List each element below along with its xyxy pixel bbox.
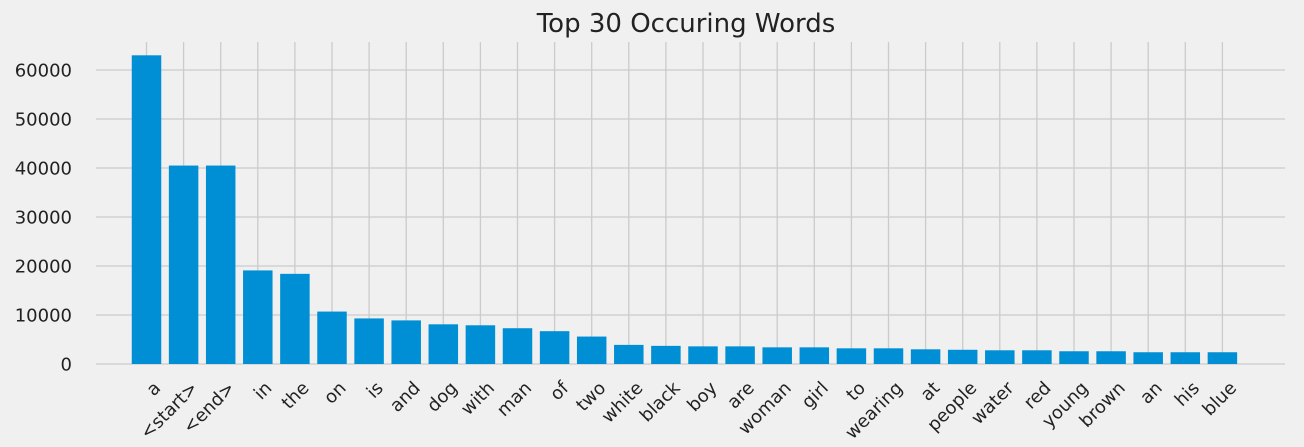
x-tick-label: the <box>278 378 314 414</box>
bar-24 <box>1022 350 1052 364</box>
bar-27 <box>1133 352 1163 364</box>
bar-25 <box>1059 351 1089 364</box>
bar-17 <box>762 347 792 364</box>
x-tick-label: of <box>546 377 574 405</box>
bar-20 <box>873 348 904 364</box>
y-tick-label: 50000 <box>15 110 72 131</box>
bar-9 <box>465 325 496 364</box>
bar-8 <box>428 324 459 364</box>
y-tick-label: 40000 <box>15 159 72 180</box>
bar-2 <box>205 165 236 364</box>
y-axis-ticks: 0 10000 20000 30000 40000 50000 60000 <box>15 61 72 376</box>
x-tick-label: blue <box>1199 378 1241 420</box>
bar-18 <box>799 347 830 364</box>
bar-4 <box>280 273 310 364</box>
x-tick-label: white <box>598 378 648 428</box>
x-tick-label: man <box>493 378 536 421</box>
x-tick-label: to <box>842 378 870 406</box>
bar-23 <box>985 350 1015 364</box>
x-tick-label: with <box>457 378 499 420</box>
x-tick-label: girl <box>798 378 833 413</box>
x-tick-label: boy <box>683 377 721 415</box>
bar-22 <box>947 349 978 364</box>
y-tick-label: 30000 <box>15 208 72 229</box>
chart-title: Top 30 Occuring Words <box>536 9 836 39</box>
bar-28 <box>1170 352 1201 364</box>
x-tick-label: and <box>386 378 425 417</box>
grid-layer <box>96 42 1285 365</box>
x-tick-label: a <box>142 378 165 401</box>
x-tick-label: in <box>250 378 276 404</box>
bar-10 <box>502 328 533 364</box>
bar-1 <box>168 165 199 364</box>
x-tick-label: is <box>363 378 388 403</box>
x-tick-label: black <box>636 377 685 426</box>
bar-14 <box>651 345 681 364</box>
bar-29 <box>1207 352 1238 364</box>
bar-16 <box>725 346 755 364</box>
bar-13 <box>614 344 644 364</box>
bar-6 <box>354 318 384 364</box>
bar-11 <box>539 331 570 364</box>
bar-3 <box>243 270 273 364</box>
y-tick-label: 0 <box>61 355 72 376</box>
bar-0 <box>131 55 162 365</box>
bar-layer <box>131 55 1238 365</box>
x-tick-label: on <box>320 378 351 409</box>
x-tick-label: an <box>1136 378 1167 409</box>
x-tick-label: at <box>917 378 945 406</box>
bar-15 <box>688 346 718 364</box>
bar-21 <box>910 349 941 364</box>
y-tick-label: 10000 <box>15 306 72 327</box>
bar-12 <box>576 336 607 364</box>
y-tick-label: 20000 <box>15 257 72 278</box>
bar-5 <box>317 311 347 364</box>
x-tick-label: water <box>967 377 1019 429</box>
bar-19 <box>836 348 867 364</box>
y-tick-label: 60000 <box>15 61 72 82</box>
bar-26 <box>1096 351 1126 364</box>
x-tick-label: dog <box>423 378 462 417</box>
bar-7 <box>391 320 421 364</box>
